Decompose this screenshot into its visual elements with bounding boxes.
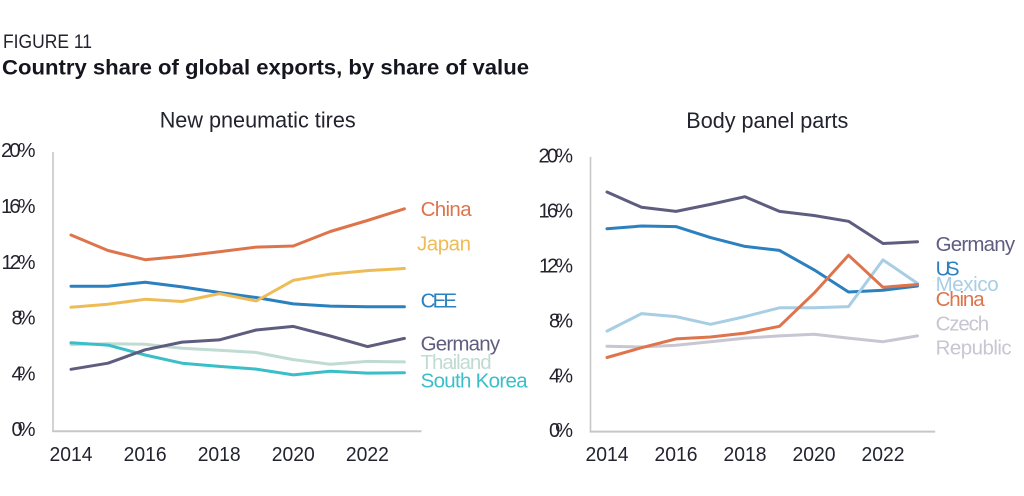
svg-text:China: China xyxy=(421,198,473,221)
svg-text:2016: 2016 xyxy=(655,444,698,466)
svg-text:16%: 16% xyxy=(1,196,36,218)
svg-text:Czech: Czech xyxy=(936,313,990,336)
svg-text:Thailand: Thailand xyxy=(421,351,492,374)
svg-text:2018: 2018 xyxy=(198,444,241,466)
svg-text:2016: 2016 xyxy=(124,444,167,466)
svg-text:Germany: Germany xyxy=(421,333,501,356)
svg-text:Japan: Japan xyxy=(417,233,471,256)
svg-text:12%: 12% xyxy=(2,252,36,274)
svg-text:US: US xyxy=(936,257,960,280)
svg-text:Country share of global export: Country share of global exports, by shar… xyxy=(2,56,529,80)
svg-text:4%: 4% xyxy=(12,363,36,385)
svg-text:2020: 2020 xyxy=(272,444,315,466)
svg-text:Body panel parts: Body panel parts xyxy=(686,108,848,133)
svg-text:8%: 8% xyxy=(12,308,36,330)
svg-text:2022: 2022 xyxy=(346,444,389,466)
svg-text:China: China xyxy=(936,288,986,311)
svg-text:20%: 20% xyxy=(539,146,574,168)
svg-text:Mexico: Mexico xyxy=(936,273,999,296)
svg-text:20%: 20% xyxy=(1,140,36,162)
svg-text:2022: 2022 xyxy=(862,444,905,466)
svg-text:2018: 2018 xyxy=(724,444,767,466)
svg-text:12%: 12% xyxy=(539,255,573,277)
svg-text:South Korea: South Korea xyxy=(421,369,529,392)
svg-text:2014: 2014 xyxy=(586,444,629,466)
svg-text:8%: 8% xyxy=(549,310,573,332)
svg-text:2014: 2014 xyxy=(50,444,93,466)
svg-text:Republic: Republic xyxy=(936,337,1012,360)
svg-text:0%: 0% xyxy=(12,419,36,441)
svg-text:New pneumatic tires: New pneumatic tires xyxy=(160,108,356,133)
svg-text:2020: 2020 xyxy=(793,444,836,466)
svg-text:Germany: Germany xyxy=(936,233,1016,256)
svg-text:CEE: CEE xyxy=(421,290,458,313)
svg-text:4%: 4% xyxy=(549,365,573,387)
svg-text:16%: 16% xyxy=(539,201,574,223)
svg-text:FIGURE 11: FIGURE 11 xyxy=(3,32,92,53)
svg-text:0%: 0% xyxy=(549,420,573,442)
